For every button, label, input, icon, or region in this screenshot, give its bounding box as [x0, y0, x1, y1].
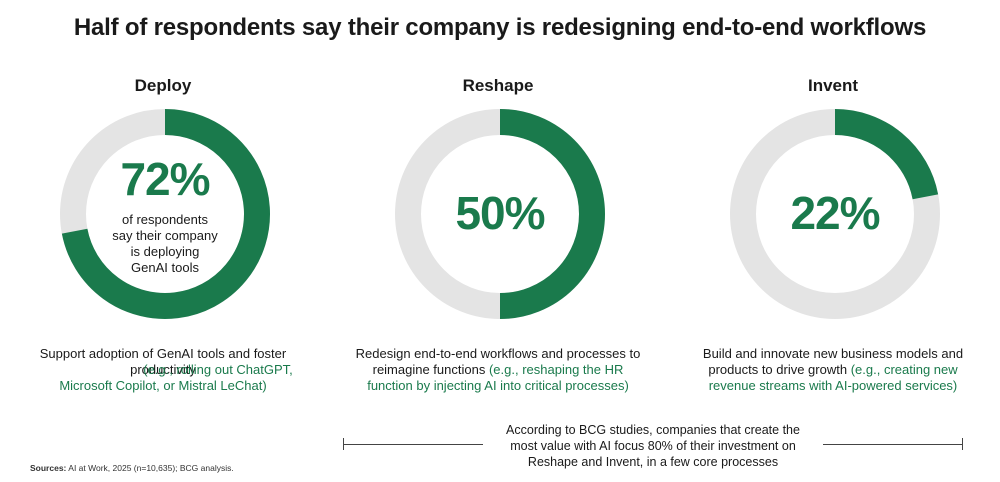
sources-note: Sources: AI at Work, 2025 (n=10,635); BC… [30, 463, 234, 473]
deploy-example: (e.g., rolling out ChatGPT, Microsoft Co… [13, 362, 313, 394]
footnote-bracket-right [962, 438, 963, 450]
deploy-example-line: (e.g., rolling out ChatGPT, [143, 362, 293, 377]
reshape-donut-chart [395, 109, 605, 319]
deploy-donut: 72% of respondents say their company is … [55, 104, 275, 324]
deploy-donut-chart [60, 109, 270, 319]
footnote-line: According to BCG studies, companies that… [506, 423, 800, 437]
footnote-text: According to BCG studies, companies that… [483, 422, 823, 470]
invent-description-line: products to drive growth (e.g., creating… [683, 362, 983, 378]
invent-donut-chart [730, 109, 940, 319]
donut-value-slice [834, 109, 939, 200]
reshape-description-text: reimagine functions [372, 362, 486, 377]
deploy-caption-line: is deploying [130, 244, 200, 259]
reshape-example-line: (e.g., reshaping the HR [488, 362, 624, 377]
deploy-caption: of respondents say their company is depl… [55, 212, 275, 276]
deploy-caption-line: GenAI tools [131, 260, 199, 275]
reshape-description-line: Redesign end-to-end workflows and proces… [355, 346, 641, 361]
reshape-description: Redesign end-to-end workflows and proces… [348, 346, 648, 394]
page-title: Half of respondents say their company is… [73, 14, 927, 41]
invent-example-line: revenue streams with AI-powered services… [708, 378, 958, 393]
deploy-column: Deploy 72% of respondents say their comp… [13, 0, 313, 400]
invent-description-text: products to drive growth [708, 362, 848, 377]
invent-example-line: (e.g., creating new [850, 362, 958, 377]
deploy-description-text: Support adoption of GenAI tools and fost… [39, 346, 287, 377]
invent-percent: 22% [790, 187, 880, 239]
donut-value-slice [61, 109, 270, 319]
invent-description-line: Build and innovate new business models a… [702, 346, 964, 361]
donut-value-slice [499, 109, 605, 319]
deploy-caption-line: say their company [112, 228, 218, 243]
deploy-percent: 72% [120, 153, 210, 205]
footnote: According to BCG studies, companies that… [343, 422, 963, 472]
deploy-example-line: Microsoft Copilot, or Mistral LeChat) [59, 378, 267, 393]
reshape-percent: 50% [455, 187, 545, 239]
invent-description: Build and innovate new business models a… [683, 346, 983, 394]
reshape-column: Reshape 50% Redesign end-to-end workflow… [348, 0, 648, 400]
invent-column: Invent 22% Build and innovate new busine… [683, 0, 983, 400]
sources-text: AI at Work, 2025 (n=10,635); BCG analysi… [68, 463, 234, 473]
deploy-heading: Deploy [134, 76, 192, 95]
reshape-description-line: reimagine functions (e.g., reshaping the… [348, 362, 648, 378]
reshape-donut: 50% [390, 104, 610, 324]
invent-donut: 22% [725, 104, 945, 324]
invent-heading: Invent [807, 76, 859, 95]
deploy-caption-line: of respondents [121, 212, 208, 227]
footnote-line: most value with AI focus 80% of their in… [510, 439, 796, 453]
deploy-description: Support adoption of GenAI tools and fost… [13, 346, 313, 394]
footnote-line: Reshape and Invent, in a few core proces… [527, 455, 779, 469]
sources-label: Sources: [30, 463, 67, 473]
reshape-heading: Reshape [462, 76, 534, 95]
reshape-example-line: function by injecting AI into critical p… [367, 378, 629, 393]
